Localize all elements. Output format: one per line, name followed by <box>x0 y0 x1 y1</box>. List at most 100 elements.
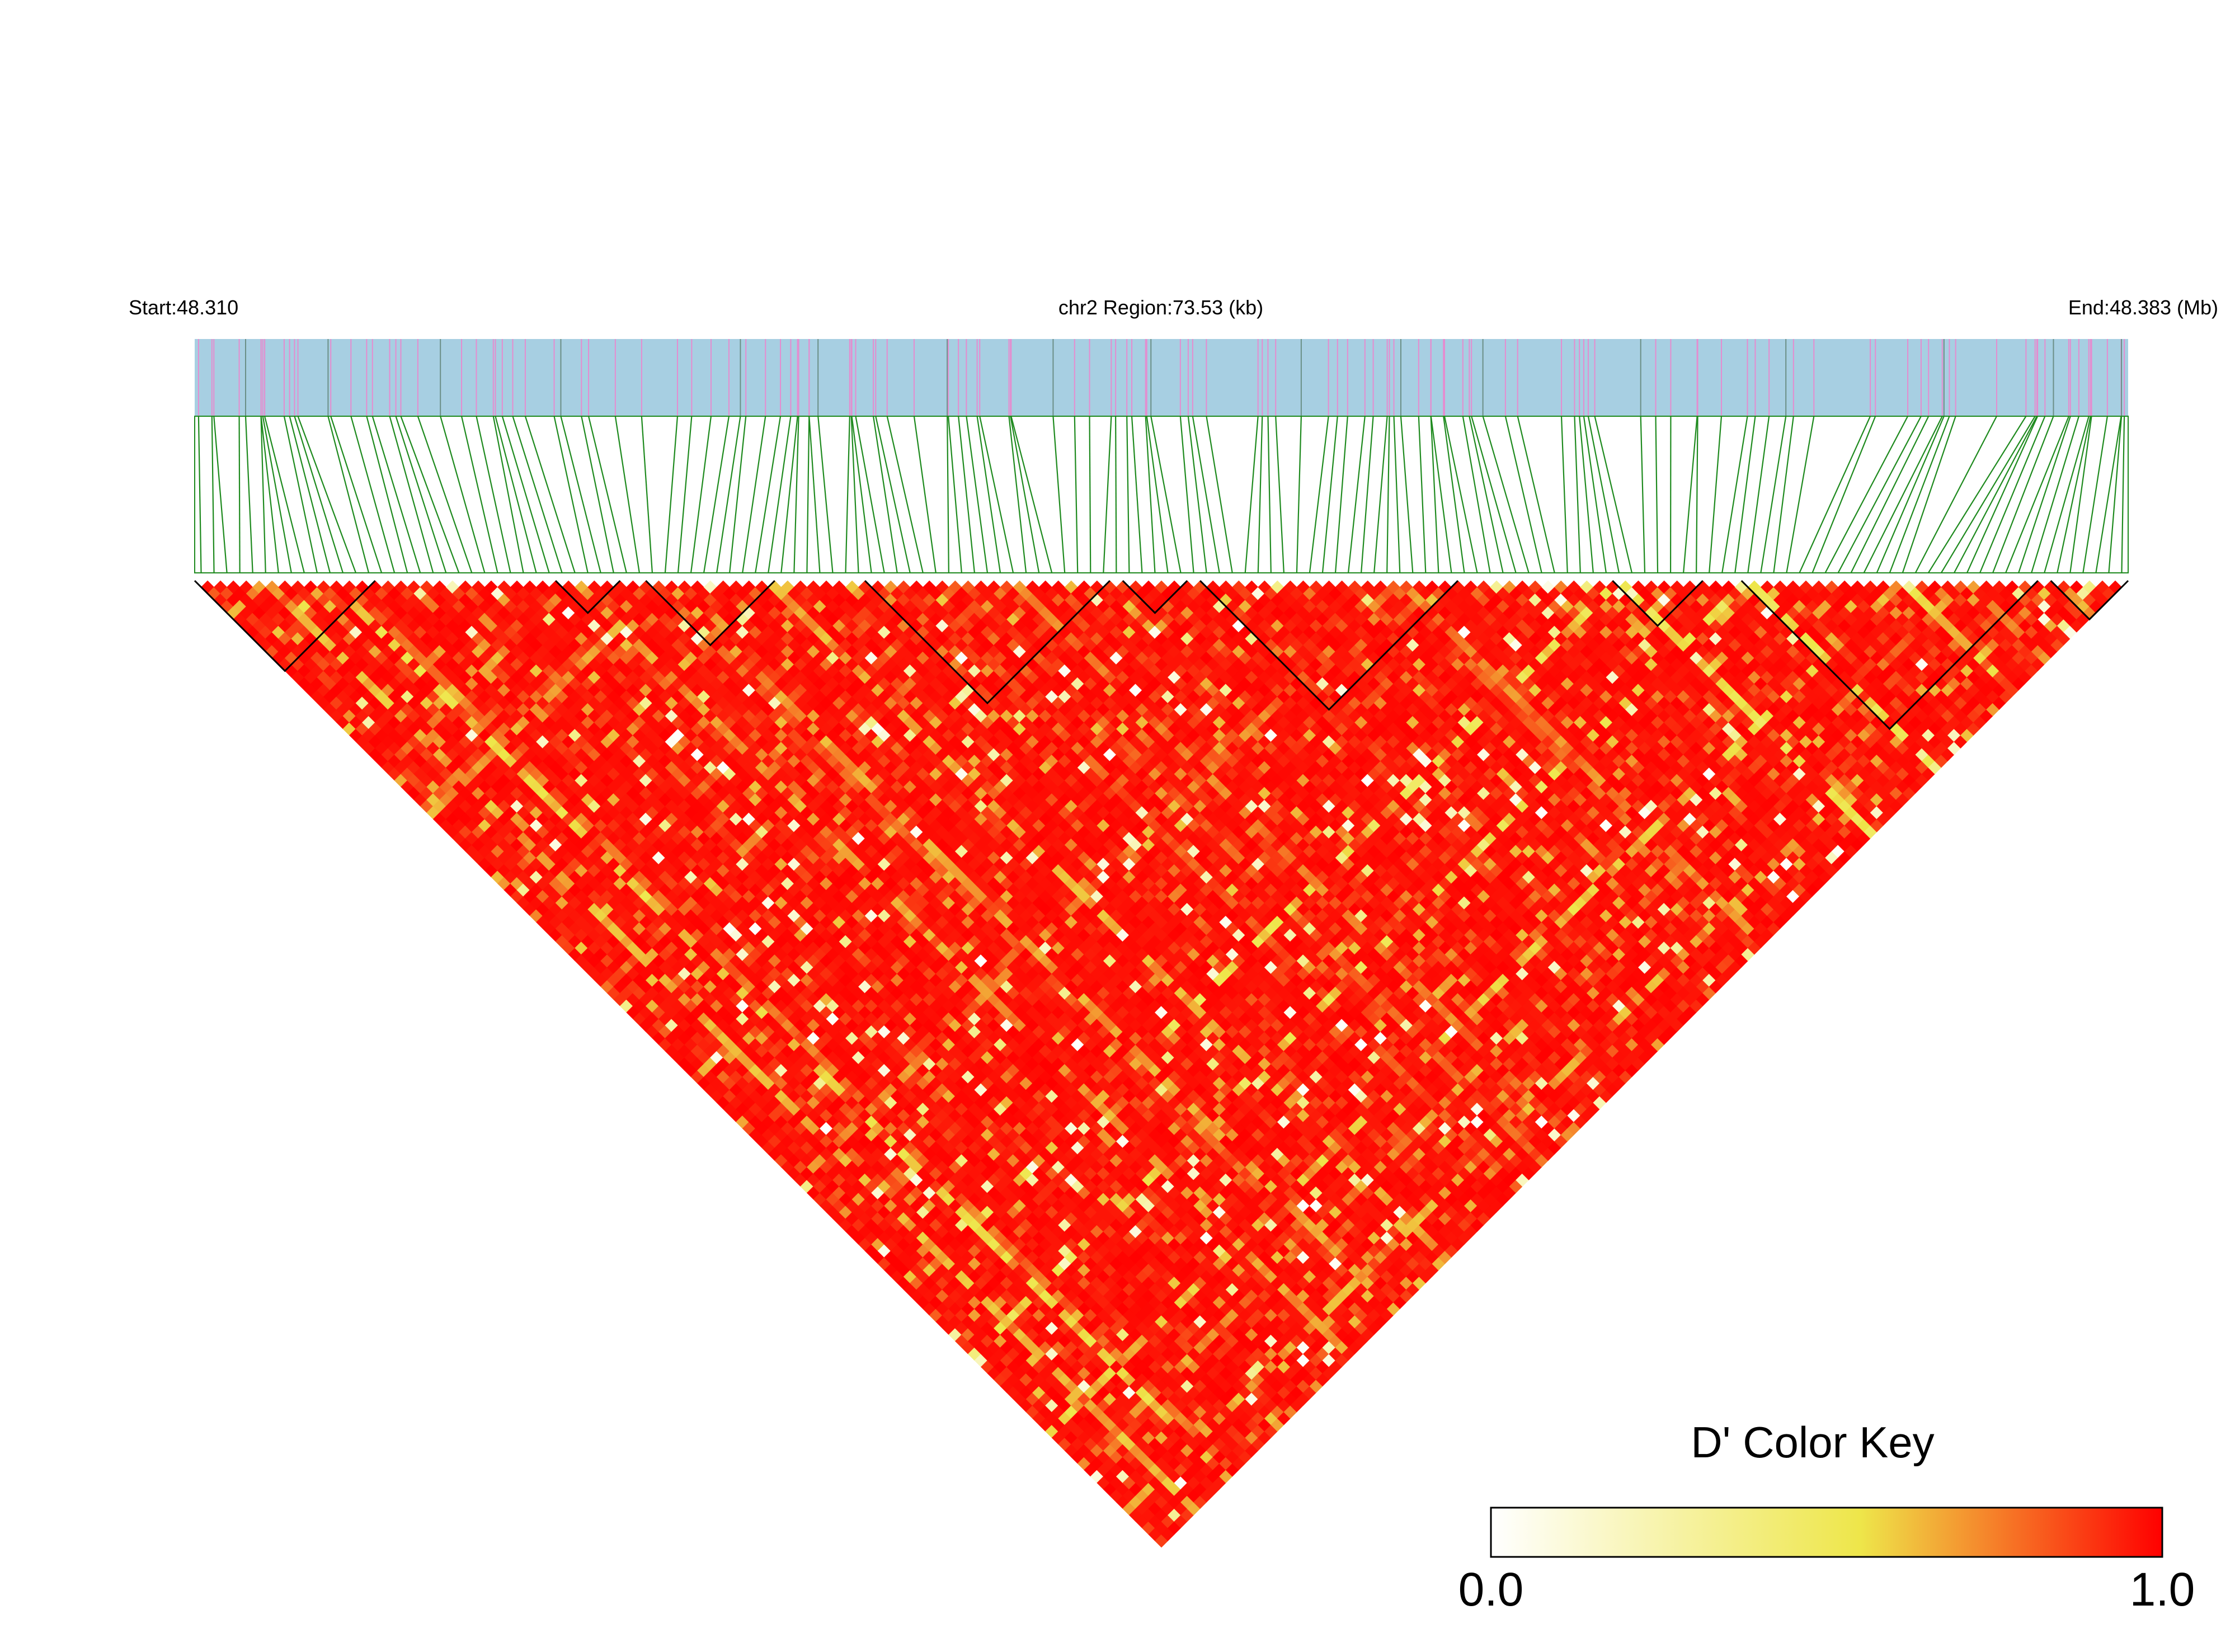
snp-connector <box>1145 416 1156 573</box>
snp-connector <box>1443 416 1478 573</box>
snp-connector <box>213 416 228 573</box>
snp-connector <box>389 416 434 573</box>
snp-connector <box>1010 416 1040 573</box>
snp-connector <box>1992 416 2054 573</box>
snp-connector <box>1334 416 1348 573</box>
snp-connector <box>2044 416 2090 573</box>
snp-connector <box>886 416 924 573</box>
snp-connector <box>855 416 885 573</box>
snp-connector <box>1747 416 1770 573</box>
snp-connector <box>1850 416 1930 573</box>
snp-connector <box>1131 416 1143 573</box>
snp-connector-lines <box>197 416 2125 573</box>
snp-connector <box>211 416 215 573</box>
start-label: Start:48.310 <box>129 296 238 319</box>
snp-connector <box>845 416 850 573</box>
snp-connector <box>1517 416 1555 573</box>
snp-connector <box>1837 416 1922 573</box>
snp-connector <box>366 416 408 573</box>
snp-connector <box>1721 416 1748 573</box>
snp-connector <box>2057 416 2091 573</box>
snp-connector <box>1192 416 1220 573</box>
snp-connector <box>330 416 383 573</box>
snp-connector <box>1579 416 1594 573</box>
snp-connector <box>581 416 614 573</box>
snp-connector <box>913 416 937 573</box>
snp-connector <box>2069 416 2092 573</box>
snp-connector <box>780 416 798 573</box>
snp-connector <box>1257 416 1263 573</box>
snp-connector <box>1296 416 1302 573</box>
snp-connector <box>2095 416 2122 573</box>
snp-connector <box>283 416 318 573</box>
snp-connector <box>1863 416 1943 573</box>
snp-connector <box>1010 416 1053 573</box>
snp-connector <box>1052 416 1066 573</box>
snp-connector <box>677 416 693 573</box>
gene-track <box>195 339 2128 416</box>
snp-connector <box>588 416 627 573</box>
snp-connector <box>614 416 640 573</box>
snp-connector <box>512 416 563 573</box>
snp-connector <box>1146 416 1169 573</box>
snp-connector <box>1469 416 1504 573</box>
snp-connector <box>260 416 279 573</box>
region-label: chr2 Region:73.53 (kb) <box>1058 296 1263 319</box>
snp-connector <box>976 416 1001 573</box>
snp-connector <box>1773 416 1794 573</box>
snp-connector <box>1471 416 1517 573</box>
snp-connector <box>808 416 821 573</box>
snp-connector <box>2108 416 2123 573</box>
snp-connector <box>1786 416 1815 573</box>
snp-connector <box>560 416 601 573</box>
snp-connector <box>492 416 524 573</box>
snp-connector <box>1373 416 1388 573</box>
snp-connector <box>850 416 859 573</box>
snp-connector <box>260 416 266 573</box>
snp-connector <box>327 416 370 573</box>
snp-connector <box>1824 416 1909 573</box>
snp-connector <box>1321 416 1338 573</box>
snp-connector <box>1979 416 2046 573</box>
snp-connector <box>1587 416 1620 573</box>
snp-connector <box>768 416 792 573</box>
snp-connector <box>238 416 241 573</box>
snp-connector <box>1347 416 1366 573</box>
snp-connector <box>2121 416 2125 573</box>
snp-connector <box>1940 416 2036 573</box>
snp-connector <box>440 416 486 573</box>
snp-connector <box>851 416 872 573</box>
snp-tick-marks <box>197 339 2125 416</box>
snp-connector <box>1386 416 1390 573</box>
snp-connector <box>1902 416 1956 573</box>
snp-connector <box>1361 416 1374 573</box>
snp-connector <box>1953 416 2038 573</box>
snp-connector <box>966 416 989 573</box>
snp-connector <box>289 416 331 573</box>
snp-connector <box>524 416 576 573</box>
snp-connector <box>294 416 344 573</box>
end-label: End:48.383 (Mb) <box>2068 296 2218 319</box>
ld-heatmap <box>201 580 2122 1548</box>
snp-connector <box>979 416 1014 573</box>
snp-connector <box>476 416 511 573</box>
snp-connector <box>262 416 292 573</box>
snp-connector <box>495 416 537 573</box>
snp-connector <box>1655 416 1659 573</box>
snp-connector <box>1482 416 1530 573</box>
snp-connector <box>1709 416 1723 573</box>
snp-connector <box>872 416 898 573</box>
snp-connector <box>947 416 949 573</box>
snp-connector <box>1400 416 1414 573</box>
snp-connector <box>2082 416 2108 573</box>
snp-connector <box>1074 416 1079 573</box>
snp-connector <box>1418 416 1427 573</box>
snp-connector <box>1504 416 1542 573</box>
snp-connector <box>1696 416 1698 573</box>
snp-connector <box>1966 416 2039 573</box>
snp-connector <box>1150 416 1182 573</box>
snp-connector <box>1430 416 1452 573</box>
snp-connector <box>1760 416 1787 573</box>
snp-connector <box>1430 416 1439 573</box>
